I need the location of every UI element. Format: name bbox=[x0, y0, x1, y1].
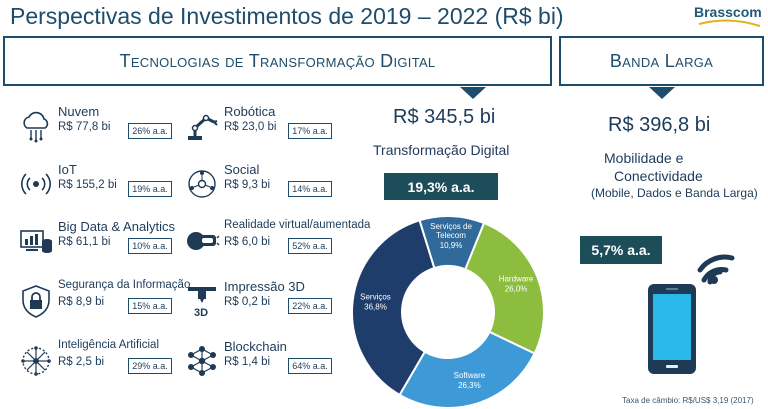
section-header-digital: Tecnologias de Transformação Digital bbox=[3, 36, 552, 86]
logo-text: Brasscom bbox=[694, 4, 762, 20]
brain-icon bbox=[18, 343, 54, 379]
tech-item: Nuvem R$ 77,8 bi 26% a.a. bbox=[18, 104, 178, 154]
tech-item-value: R$ 61,1 bi bbox=[58, 236, 111, 248]
smartphone-wifi-icon bbox=[648, 254, 735, 374]
digital-rate-banner: 19,3% a.a. bbox=[384, 173, 498, 200]
tech-item-name: Realidade virtual/aumentada bbox=[224, 219, 371, 231]
tech-item-value: R$ 2,5 bi bbox=[58, 356, 105, 368]
tech-item: Segurança da Informação R$ 8,9 bi 15% a.a. bbox=[18, 279, 190, 329]
cloud-icon bbox=[18, 108, 54, 144]
tech-item-value: R$ 155,2 bi bbox=[58, 179, 117, 191]
tech-item: Realidade virtual/aumentada R$ 6,0 bi 52% … bbox=[184, 219, 370, 269]
tech-item-rate: 26% a.a. bbox=[128, 123, 172, 139]
3d-printer-icon: 3D bbox=[184, 283, 220, 319]
tech-item-value: R$ 6,0 bi bbox=[224, 236, 271, 248]
tech-item: Blockchain R$ 1,4 bi 64% a.a. bbox=[184, 339, 364, 389]
tech-item: Robótica R$ 23,0 bi 17% a.a. bbox=[184, 104, 364, 154]
tech-item-name: Nuvem bbox=[58, 104, 100, 119]
tech-item-value: R$ 0,2 bi bbox=[224, 296, 271, 308]
digital-label: Transformação Digital bbox=[373, 142, 510, 158]
tech-item-value: R$ 8,9 bi bbox=[58, 296, 105, 308]
tech-item: Big Data & Analytics R$ 61,1 bi 10% a.a. bbox=[18, 219, 178, 269]
tech-item-name: Big Data & Analytics bbox=[58, 219, 176, 234]
donut-slice-label: Hardware 26,0% bbox=[499, 275, 534, 294]
broadband-label-line2: Conectividade bbox=[614, 168, 703, 184]
tech-item-name: IoT bbox=[58, 162, 77, 177]
svg-text:3D: 3D bbox=[194, 307, 208, 319]
tech-item-rate: 52% a.a. bbox=[288, 238, 332, 254]
tech-item-rate: 17% a.a. bbox=[288, 123, 332, 139]
tech-item-name: Social bbox=[224, 162, 260, 177]
tech-item-name: Blockchain bbox=[224, 339, 287, 354]
tech-item-rate: 10% a.a. bbox=[128, 238, 172, 254]
lock-icon bbox=[18, 283, 54, 319]
tech-item: Social R$ 9,3 bi 14% a.a. bbox=[184, 162, 364, 212]
section-title-digital: Tecnologias de Transformação Digital bbox=[119, 50, 436, 71]
tech-item-rate: 22% a.a. bbox=[288, 298, 332, 314]
section-arrow-broadband bbox=[649, 87, 675, 99]
donut-slice bbox=[351, 219, 436, 397]
tech-item-value: R$ 1,4 bi bbox=[224, 356, 271, 368]
robot-arm-icon bbox=[184, 108, 220, 144]
exchange-rate-footnote: Taxa de câmbio: R$/US$ 3,19 (2017) bbox=[622, 396, 754, 405]
section-title-broadband: Banda Larga bbox=[609, 50, 714, 71]
investment-donut-chart: Hardware 26,0% Software 26,3% Serviços 36,8% S… bbox=[351, 215, 545, 409]
donut-slice-label: Serviços 36,8% bbox=[360, 293, 391, 312]
social-network-icon bbox=[184, 166, 220, 202]
bigdata-icon bbox=[18, 223, 54, 259]
donut-slice-label: Serviços de Telecom 10,9% bbox=[430, 222, 472, 250]
donut-slice bbox=[398, 330, 536, 409]
tech-item: Inteligência Artificial R$ 2,5 bi 29% a.a. bbox=[18, 339, 178, 389]
logo-swoosh bbox=[698, 19, 761, 27]
tech-item-value: R$ 23,0 bi bbox=[224, 121, 277, 133]
tech-item-value: R$ 77,8 bi bbox=[58, 121, 111, 133]
tech-item-value: R$ 9,3 bi bbox=[224, 179, 271, 191]
tech-item-rate: 29% a.a. bbox=[128, 358, 172, 374]
tech-item: IoT R$ 155,2 bi 19% a.a. bbox=[18, 162, 178, 212]
section-arrow-digital bbox=[460, 87, 486, 99]
page-title: Perspectivas de Investimentos de 2019 – … bbox=[10, 3, 564, 29]
digital-total: R$ 345,5 bi bbox=[393, 106, 496, 128]
tech-item: 3D Impressão 3D R$ 0,2 bi 22% a.a. bbox=[184, 279, 364, 329]
broadband-label-line1: Mobilidade e bbox=[604, 150, 684, 166]
donut-slice bbox=[418, 215, 486, 271]
brasscom-logo: Brasscom bbox=[694, 2, 764, 30]
tech-item-rate: 14% a.a. bbox=[288, 181, 332, 197]
broadband-label-line3: (Mobile, Dados e Banda Larga) bbox=[591, 186, 758, 200]
section-header-broadband: Banda Larga bbox=[559, 36, 764, 86]
donut-slice bbox=[463, 221, 545, 355]
tech-item-rate: 19% a.a. bbox=[128, 181, 172, 197]
broadband-rate-banner: 5,7% a.a. bbox=[580, 236, 662, 264]
tech-item-name: Impressão 3D bbox=[224, 279, 305, 294]
tech-item-rate: 15% a.a. bbox=[128, 298, 172, 314]
iot-icon bbox=[18, 166, 54, 202]
donut-slice-label: Software 26,3% bbox=[454, 371, 486, 390]
tech-item-name: Segurança da Informação bbox=[58, 279, 191, 291]
vr-headset-icon bbox=[184, 223, 220, 259]
tech-item-rate: 64% a.a. bbox=[288, 358, 332, 374]
tech-item-name: Inteligência Artificial bbox=[58, 339, 159, 351]
blockchain-icon bbox=[184, 343, 220, 379]
tech-item-name: Robótica bbox=[224, 104, 276, 119]
broadband-total: R$ 396,8 bi bbox=[608, 114, 711, 136]
